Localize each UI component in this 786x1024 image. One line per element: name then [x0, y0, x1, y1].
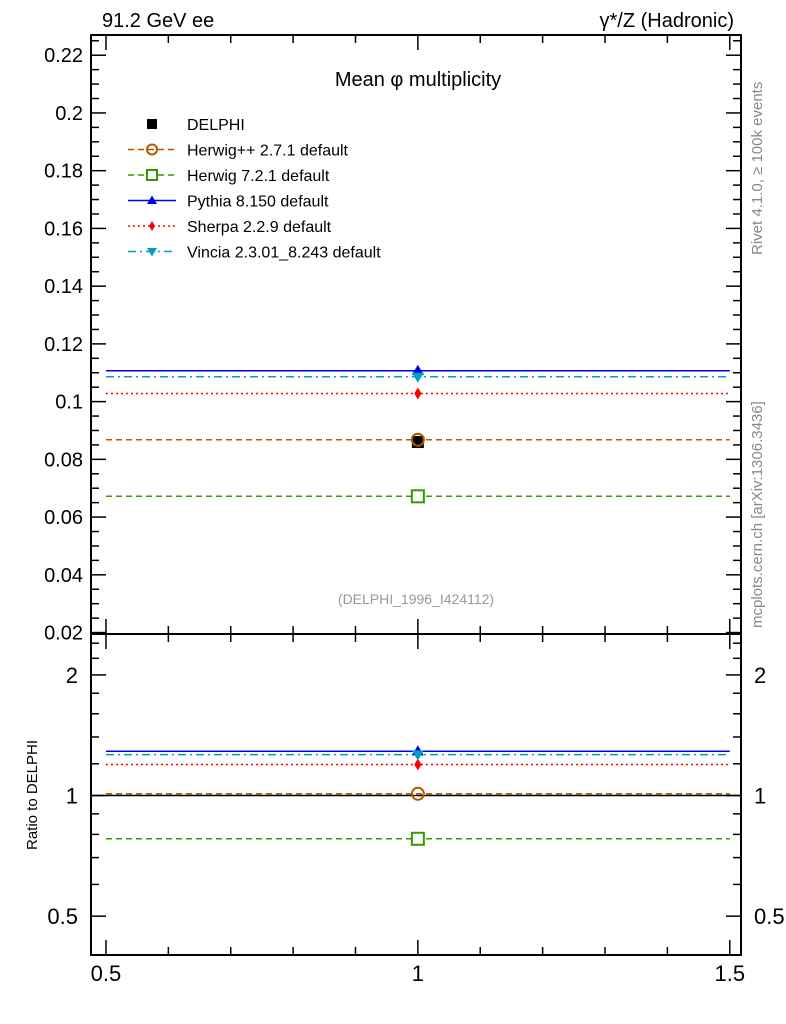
data-marker — [410, 831, 425, 846]
y-tick-label: 0.2 — [55, 103, 83, 125]
analysis-watermark: (DELPHI_1996_I424112) — [338, 591, 494, 607]
data-marker — [410, 489, 425, 504]
data-marker — [414, 387, 422, 400]
data-marker — [146, 169, 158, 181]
legend-label: Sherpa 2.2.9 default — [187, 219, 332, 236]
legend-label: Herwig++ 2.7.1 default — [187, 143, 349, 160]
data-marker — [411, 750, 424, 761]
y-tick-label: 0.04 — [44, 565, 83, 587]
ratio-y-tick-label: 0.5 — [47, 904, 78, 929]
ratio-y-tick-label-right: 1 — [754, 784, 766, 809]
data-marker — [410, 432, 425, 447]
x-tick-label: 1.5 — [714, 961, 745, 986]
data-marker — [414, 758, 422, 771]
mcplots-label: mcplots.cern.ch [arXiv:1306.3436] — [749, 401, 766, 628]
y-tick-label: 0.16 — [44, 218, 83, 240]
legend-label: Pythia 8.150 default — [187, 194, 329, 211]
x-tick-label: 1 — [412, 961, 424, 986]
ratio-y-tick-label: 2 — [66, 663, 78, 688]
data-marker — [147, 248, 157, 257]
header-left: 91.2 GeV ee — [102, 10, 214, 32]
y-tick-label: 0.18 — [44, 161, 83, 183]
header-right: γ*/Z (Hadronic) — [600, 10, 734, 32]
rivet-label: Rivet 4.1.0, ≥ 100k events — [749, 82, 766, 255]
y-tick-label: 0.22 — [44, 45, 83, 67]
y-tick-label: 0.12 — [44, 334, 83, 356]
data-marker — [147, 195, 157, 204]
data-marker — [146, 143, 158, 156]
y-tick-label: 0.1 — [55, 392, 83, 414]
data-marker — [411, 364, 424, 375]
legend-label: Herwig 7.2.1 default — [187, 168, 330, 185]
y-tick-label: 0.06 — [44, 507, 83, 529]
ratio-y-tick-label-right: 0.5 — [754, 904, 785, 929]
chart-title: Mean φ multiplicity — [335, 69, 501, 91]
ratio-ylabel: Ratio to DELPHI — [24, 740, 41, 850]
y-tick-label: 0.14 — [44, 276, 83, 298]
ratio-frame — [90, 633, 742, 956]
y-tick-label: 0.08 — [44, 449, 83, 471]
data-marker — [147, 119, 157, 129]
ratio-y-tick-label: 1 — [66, 784, 78, 809]
ratio-y-tick-label-right: 2 — [754, 663, 766, 688]
data-marker — [149, 221, 155, 231]
data-marker — [411, 372, 424, 383]
x-tick-label: 0.5 — [91, 961, 122, 986]
y-tick-label: 0.02 — [44, 623, 83, 645]
legend-label: DELPHI — [187, 117, 245, 134]
data-marker — [410, 786, 425, 801]
legend-label: Vincia 2.3.01_8.243 default — [187, 245, 381, 262]
